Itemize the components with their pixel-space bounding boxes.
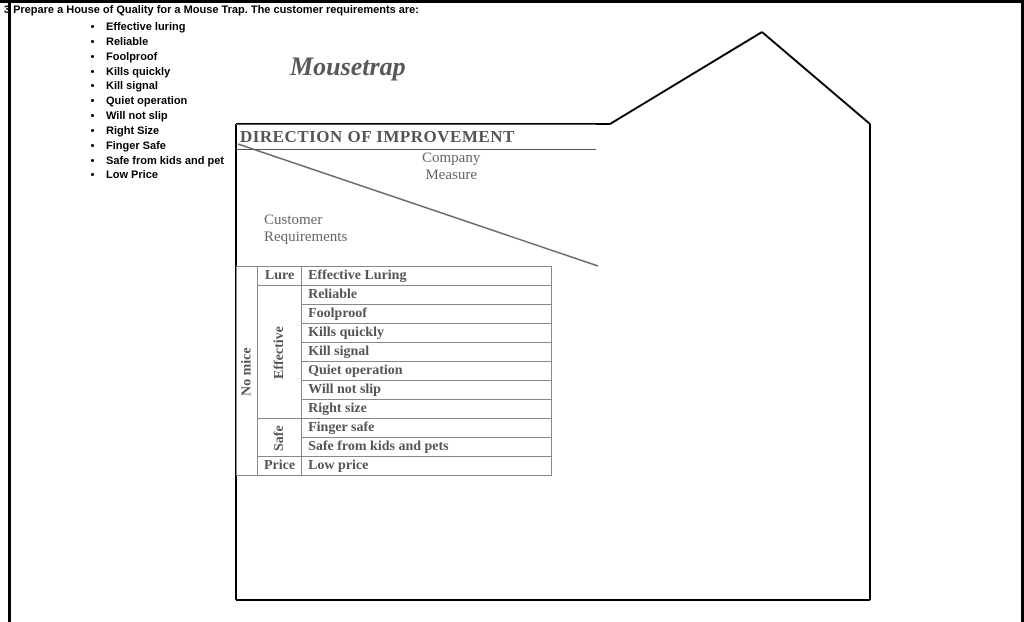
category-level2: Price <box>258 457 302 476</box>
category-level1: No mice <box>237 267 258 476</box>
house-of-quality: DIRECTION OF IMPROVEMENT Company Measure… <box>222 26 872 602</box>
requirement-bullet: Foolproof <box>104 50 224 65</box>
requirement-cell: Reliable <box>302 286 552 305</box>
question-text: Prepare a House of Quality for a Mouse T… <box>13 4 419 16</box>
table-row: PriceLow price <box>237 457 552 476</box>
requirement-bullet: Quiet operation <box>104 94 224 109</box>
question-prompt: 3 Prepare a House of Quality for a Mouse… <box>0 4 500 16</box>
requirement-bullet: Kill signal <box>104 79 224 94</box>
requirement-cell: Finger safe <box>302 419 552 438</box>
requirement-cell: Safe from kids and pets <box>302 438 552 457</box>
customer-requirements-label: Customer Requirements <box>264 212 347 245</box>
requirement-bullet: Right Size <box>104 124 224 139</box>
category-level2: Safe <box>258 419 302 457</box>
requirement-bullet: Finger Safe <box>104 139 224 154</box>
direction-of-improvement-header: DIRECTION OF IMPROVEMENT <box>236 124 596 150</box>
requirement-bullet: Safe from kids and pet <box>104 154 224 169</box>
requirement-cell: Kill signal <box>302 343 552 362</box>
requirement-cell: Low price <box>302 457 552 476</box>
requirement-cell: Quiet operation <box>302 362 552 381</box>
category-level2: Effective <box>258 286 302 419</box>
requirement-bullet: Will not slip <box>104 109 224 124</box>
requirement-cell: Right size <box>302 400 552 419</box>
requirement-cell: Will not slip <box>302 381 552 400</box>
requirement-bullet: Low Price <box>104 168 224 183</box>
question-number: 3 <box>0 4 10 16</box>
qfd-requirements-table: No miceLureEffective LuringEffectiveReli… <box>236 266 552 476</box>
page-left-edge <box>8 0 11 622</box>
requirement-bullet: Kills quickly <box>104 65 224 80</box>
table-row: SafeFinger safe <box>237 419 552 438</box>
requirement-bullet: Effective luring <box>104 20 224 35</box>
requirement-cell: Foolproof <box>302 305 552 324</box>
company-measure-label: Company Measure <box>422 150 480 183</box>
requirement-cell: Effective Luring <box>302 267 552 286</box>
requirement-cell: Kills quickly <box>302 324 552 343</box>
category-level2: Lure <box>258 267 302 286</box>
table-row: No miceLureEffective Luring <box>237 267 552 286</box>
table-row: EffectiveReliable <box>237 286 552 305</box>
requirement-bullet: Reliable <box>104 35 224 50</box>
requirements-list: Effective luringReliableFoolproofKills q… <box>88 20 224 183</box>
